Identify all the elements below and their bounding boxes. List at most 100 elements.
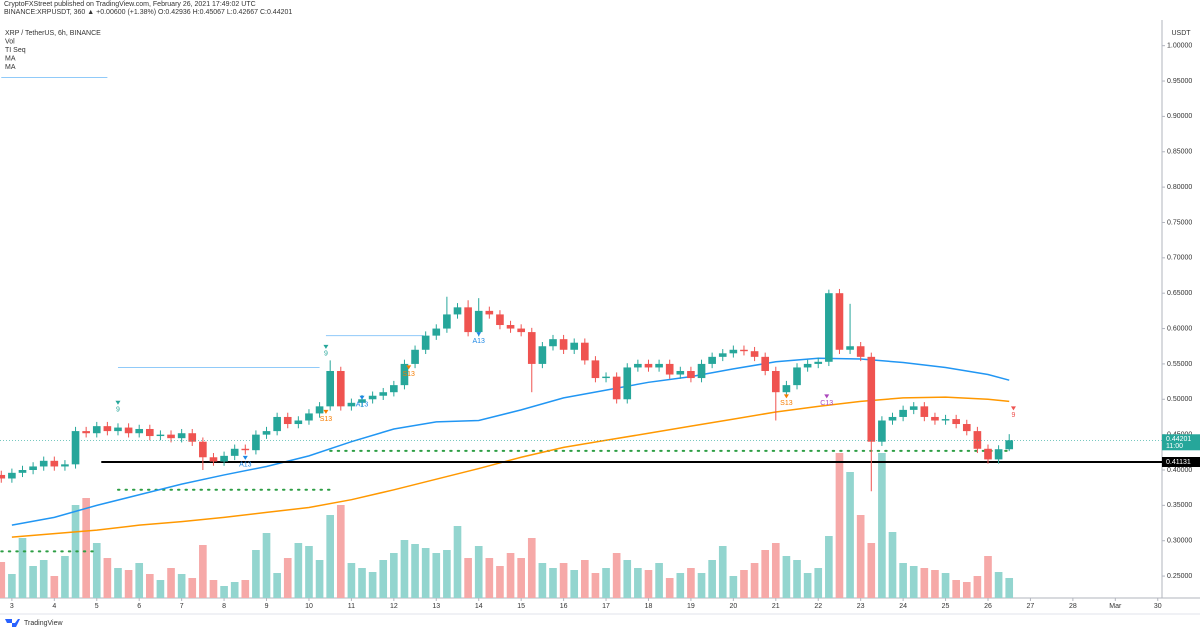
candle-body [771,370,780,393]
candle-body [92,426,101,434]
annotation-label: A13 [356,402,369,409]
candle-body [61,464,69,467]
x-tick-label: Mar [1109,603,1122,610]
y-tick-label: 0.40000 [1167,467,1192,474]
volume-bar [262,533,271,598]
volume-bar [230,582,239,598]
annotation-arrow [323,409,329,414]
candle-body [973,431,982,449]
annotation-arrow [783,394,789,399]
x-tick-label: 4 [52,603,56,610]
candle-body [411,349,419,364]
volume-bar [803,573,812,598]
candle-body [167,434,175,439]
annotation-label: S13 [320,416,333,423]
volume-bar [39,560,48,598]
candle-body [124,427,133,434]
candle-body [103,426,112,432]
volume-bar [676,573,685,598]
volume-bar [623,560,632,598]
y-tick-label: 0.80000 [1167,184,1192,191]
candle-body [517,328,525,333]
volume-bar [347,563,356,598]
y-tick-label: 0.95000 [1167,78,1192,85]
volume-bar [570,570,579,598]
candle-body [379,392,388,396]
volume-bar [825,536,833,598]
annotation-arrow [1010,406,1016,411]
candle-body [962,424,971,432]
volume-bar [878,453,886,598]
candle-body [209,457,218,462]
candle-body [740,349,748,352]
annotation-arrow [824,394,830,399]
volume-bar [103,558,112,598]
candle-body [29,466,37,470]
candle-body [665,363,674,375]
legend-entry: MA [5,55,16,62]
x-tick-label: 10 [305,603,313,610]
candle-body [326,370,335,407]
x-tick-label: 6 [137,603,141,610]
candle-body [294,420,303,425]
candle-body [1005,440,1014,450]
volume-bar [283,558,292,598]
candle-body [718,353,727,357]
volume-bar [771,543,780,598]
y-tick-label: 0.70000 [1167,255,1192,262]
volume-bar [82,498,90,598]
volume-bar [400,540,409,598]
candle-body [474,310,483,333]
candle-body [135,428,144,434]
volume-bar [909,566,918,598]
candle-body [803,363,812,368]
candle-body [506,325,515,329]
x-tick-label: 19 [687,603,695,610]
annotation-arrow [242,455,248,460]
volume-bar [644,570,653,598]
candle-body [920,406,929,417]
volume-bar [209,580,218,598]
volume-bar [188,578,197,598]
x-tick-label: 3 [10,603,14,610]
volume-bar [655,563,663,598]
y-tick-label: 0.35000 [1167,502,1192,509]
candle-body [750,351,759,357]
volume-bar [29,566,37,598]
candle-body [931,416,939,421]
candle-body [368,395,377,400]
candle-body [941,419,950,421]
candle-body [559,339,568,350]
candle-body [82,431,90,434]
volume-bar [496,566,504,598]
volume-bar [411,544,419,598]
volume-bar [326,515,335,598]
volume-bar [687,568,695,598]
x-tick-label: 5 [95,603,99,610]
annotation-label: S13 [402,371,415,378]
x-tick-label: 8 [222,603,226,610]
candle-body [421,335,430,350]
candle-body [708,356,716,364]
candle-body [50,460,59,467]
candle-body [156,434,165,437]
volume-bar [729,576,738,598]
x-tick-label: 17 [602,603,610,610]
candle-body [464,307,472,333]
x-tick-label: 21 [772,603,780,610]
y-tick-label: 0.60000 [1167,325,1192,332]
y-tick-label: 0.25000 [1167,573,1192,580]
volume-bar [506,553,515,598]
volume-bar [220,586,228,598]
candle-body [867,356,876,442]
candle-body [305,413,313,421]
volume-bar [135,563,144,598]
candle-body [252,434,260,451]
candle-body [400,363,409,386]
volume-bar [899,563,907,598]
volume-bar [61,556,69,598]
volume-bar [432,553,441,598]
candle-body [71,431,80,465]
x-tick-label: 25 [942,603,950,610]
volume-bar [358,568,366,598]
